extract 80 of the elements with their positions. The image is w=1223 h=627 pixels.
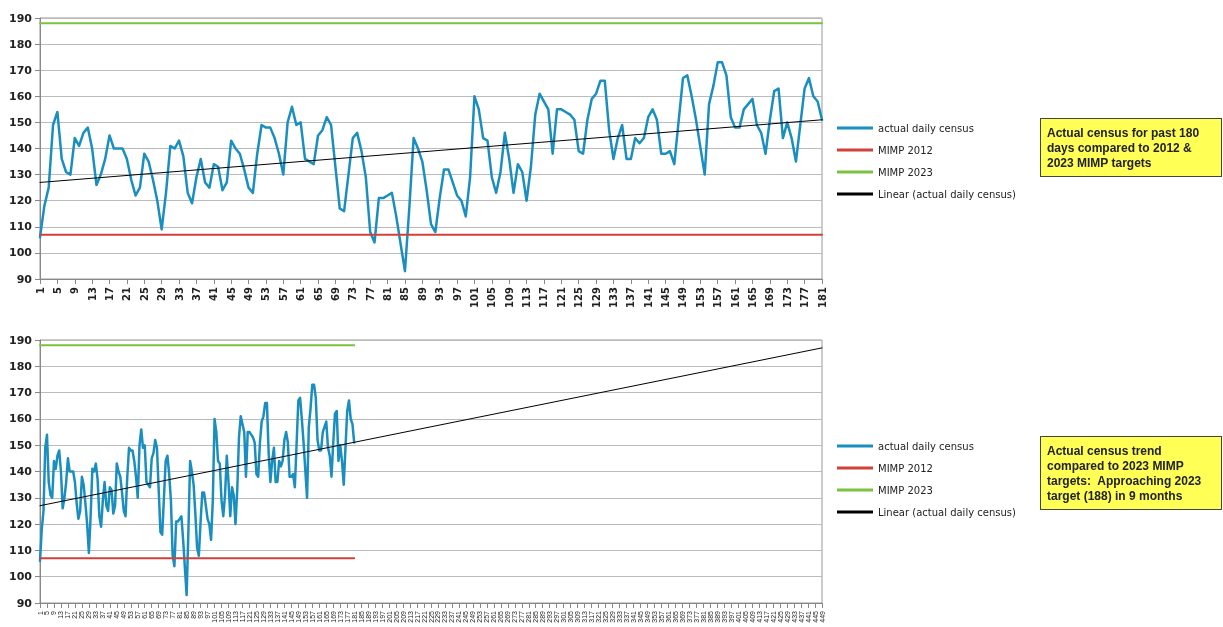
x-tick-label: 37 [190, 286, 202, 301]
y-tick-label: 90 [16, 272, 33, 286]
x-tick-label: 93 [434, 286, 446, 301]
x-tick-label: 181 [816, 286, 828, 308]
x-tick-label: 17 [104, 286, 116, 301]
legend-label: MIMP 2012 [878, 462, 933, 474]
x-tick-label: 149 [677, 286, 689, 308]
x-tick-label: 57 [277, 286, 289, 301]
x-tick-label: 161 [729, 286, 741, 308]
y-tick-label: 100 [9, 570, 33, 584]
legend-label: MIMP 2023 [878, 166, 933, 178]
y-tick-label: 190 [9, 333, 33, 347]
y-tick-label: 150 [9, 115, 33, 129]
x-tick-label: 29 [156, 286, 168, 301]
x-tick-label: 85 [399, 286, 411, 301]
x-tick-label: 13 [86, 286, 98, 301]
x-tick-label: 157 [712, 286, 724, 308]
x-tick-label: 5 [51, 286, 63, 294]
x-tick-label: 73 [347, 286, 359, 301]
y-tick-label: 120 [9, 194, 33, 208]
legend-label: MIMP 2012 [878, 144, 933, 156]
y-tick-label: 160 [9, 89, 33, 103]
x-tick-label: 117 [538, 286, 550, 308]
y-tick-label: 130 [9, 491, 33, 505]
x-tick-label: 145 [660, 286, 672, 308]
x-tick-label: 177 [799, 286, 811, 308]
y-tick-label: 170 [9, 386, 33, 400]
x-tick-label: 141 [642, 286, 654, 308]
x-tick-label: 21 [121, 286, 133, 301]
y-tick-label: 180 [9, 359, 33, 373]
x-tick-label: 81 [382, 286, 394, 301]
x-tick-label: 53 [260, 286, 272, 301]
x-tick-label: 129 [590, 286, 602, 308]
x-tick-label: 101 [468, 286, 480, 308]
x-tick-label: 133 [607, 286, 619, 308]
x-tick-label: 41 [208, 286, 220, 301]
x-tick-label: 61 [295, 286, 307, 301]
legend-label: Linear (actual daily census) [878, 506, 1016, 518]
y-tick-label: 160 [9, 412, 33, 426]
x-tick-label: 173 [781, 286, 793, 308]
x-tick-label: 77 [364, 286, 376, 301]
x-tick-label: 97 [451, 286, 463, 301]
y-tick-label: 120 [9, 517, 33, 531]
line-series [38, 383, 356, 597]
x-tick-label: 125 [573, 286, 585, 308]
legend-label: actual daily census [878, 122, 974, 134]
x-tick-label: 137 [625, 286, 637, 308]
y-tick-label: 170 [9, 63, 33, 77]
x-tick-label: 105 [486, 286, 498, 308]
legend-label: MIMP 2023 [878, 484, 933, 496]
y-tick-label: 150 [9, 438, 33, 452]
x-tick-label: 65 [312, 286, 324, 301]
text: Actual census trend compared to 2023 MIMP targets: Approaching 2023 target (188) in 9 months [1047, 443, 1205, 503]
x-tick-label: 121 [555, 286, 567, 308]
y-tick-label: 180 [9, 37, 33, 51]
legend-label: actual daily census [878, 440, 974, 452]
text: Actual census for past 180 days compared to 2012 & 2023 MIMP targets [1047, 125, 1203, 170]
x-tick-label: 113 [521, 286, 533, 308]
x-tick-label: 169 [764, 286, 776, 308]
x-tick-label: 109 [503, 286, 515, 308]
x-tick-label: 45 [225, 286, 237, 301]
x-tick-label: 153 [694, 286, 706, 308]
y-tick-label: 140 [9, 465, 33, 478]
y-tick-label: 110 [9, 543, 33, 557]
x-tick-label: 33 [173, 286, 185, 301]
y-tick-label: 90 [16, 596, 33, 610]
y-tick-label: 100 [9, 246, 33, 260]
y-tick-label: 130 [9, 168, 33, 182]
x-tick-label: 69 [329, 286, 341, 301]
legend-label: Linear (actual daily census) [878, 188, 1016, 200]
x-tick-label: 49 [243, 286, 255, 301]
line-series [38, 61, 824, 273]
x-tick-label: 89 [416, 286, 428, 301]
x-tick-label: 1 [34, 286, 46, 294]
y-tick-label: 140 [9, 142, 33, 155]
y-tick-label: 110 [9, 220, 33, 234]
x-tick-label: 25 [138, 286, 150, 301]
x-tick-label: 9 [69, 286, 81, 294]
x-tick-label: 165 [746, 286, 758, 308]
y-tick-label: 190 [9, 11, 33, 25]
